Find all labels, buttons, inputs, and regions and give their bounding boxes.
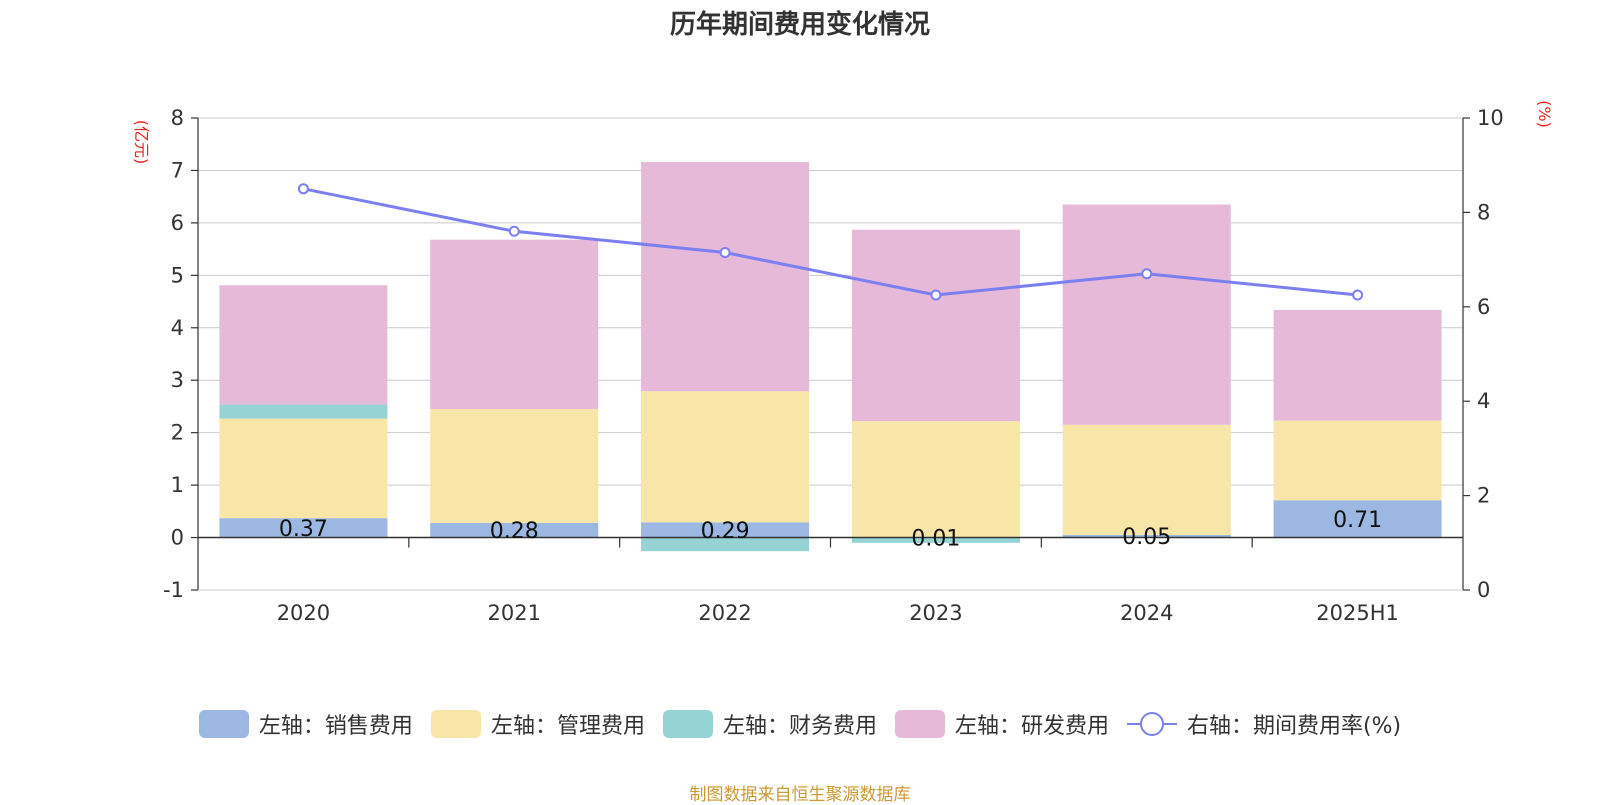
legend-label: 左轴：管理费用	[490, 714, 645, 739]
data-label: 0.71	[1333, 508, 1382, 533]
x-tick-label: 2025H1	[1316, 601, 1399, 625]
rate-line	[297, 183, 1364, 301]
x-tick-label: 2024	[1120, 601, 1173, 625]
left-tick-label: 6	[171, 211, 184, 235]
x-tick-label: 2021	[488, 601, 541, 625]
right-tick-label: 8	[1477, 200, 1490, 224]
grid-lines	[198, 117, 1463, 591]
x-tick-label: 2022	[698, 601, 751, 625]
right-tick-label: 4	[1477, 389, 1490, 413]
legend-item[interactable]: 左轴：管理费用	[430, 708, 645, 740]
right-axis-unit: (%)	[1535, 100, 1554, 128]
legend-label: 左轴：财务费用	[722, 714, 877, 739]
rate-point	[930, 289, 942, 301]
legend-line-marker	[1126, 710, 1177, 738]
bar-segment	[851, 421, 1020, 538]
bar-segment	[430, 522, 599, 538]
right-tick-label: 2	[1477, 484, 1490, 508]
data-label: 0.05	[1122, 525, 1171, 550]
legend-label: 左轴：研发费用	[954, 714, 1109, 739]
x-tick-label: 2020	[277, 601, 330, 625]
legend-swatch	[894, 710, 945, 738]
bars	[219, 162, 1442, 552]
bar-segment	[430, 239, 599, 410]
left-tick-label: 5	[171, 263, 184, 287]
data-label: 0.28	[490, 519, 539, 544]
data-label: 0.29	[701, 519, 750, 544]
legend-swatch	[198, 710, 249, 738]
legend-item[interactable]: 左轴：销售费用	[198, 708, 413, 740]
left-tick-label: 4	[171, 316, 184, 340]
bar-segment	[641, 391, 810, 523]
bar-segment	[219, 418, 388, 519]
bar-segment	[1062, 534, 1231, 538]
right-tick-label: 6	[1477, 295, 1490, 319]
data-labels: 0.37 0.28 0.29 0.01 0.05 0.71	[279, 508, 1382, 551]
rate-point	[508, 225, 520, 237]
left-tick-label: 3	[171, 368, 184, 392]
bar-segment	[851, 229, 1020, 422]
legend-label: 右轴：期间费用率(%)	[1186, 714, 1402, 739]
bar-segment	[1273, 420, 1442, 501]
left-axis-unit: (亿元)	[132, 120, 151, 165]
bar-segment	[219, 285, 388, 405]
chart-title: 历年期间费用变化情况	[669, 10, 930, 40]
bar-segment	[1062, 204, 1231, 425]
bar-segment	[641, 537, 810, 552]
source-note: 制图数据来自恒生聚源数据库	[689, 785, 911, 805]
rate-point	[1141, 268, 1153, 280]
rate-point	[297, 183, 309, 195]
left-tick-label: 1	[171, 473, 184, 497]
rate-line-path	[303, 187, 1358, 297]
right-tick-label: 0	[1477, 578, 1490, 602]
bar-segment	[219, 518, 388, 538]
data-label: 0.37	[279, 517, 328, 542]
legend-label: 左轴：销售费用	[258, 714, 413, 739]
bar-segment	[219, 404, 388, 419]
left-tick-label: 8	[171, 106, 184, 130]
left-tick-label: 0	[171, 526, 184, 550]
bar-segment	[1273, 500, 1442, 538]
bar-segment	[641, 162, 810, 392]
legend-swatch	[430, 710, 481, 738]
legend-item[interactable]: 左轴：研发费用	[894, 708, 1109, 740]
chart-plot: -1 0 1 2 3 4 5 6 7 8 0 2 4 6 8 10 2020 2021 2022 2023 2024 20…	[132, 100, 1554, 625]
right-tick-label: 10	[1477, 106, 1504, 130]
rate-point	[1352, 289, 1364, 301]
legend-swatch	[662, 710, 713, 738]
left-tick-label: 2	[171, 421, 184, 445]
data-label: 0.01	[911, 526, 960, 551]
bar-segment	[1062, 424, 1231, 535]
bar-segment	[641, 522, 810, 538]
bar-segment	[851, 537, 1020, 543]
bar-segment	[430, 409, 599, 523]
legend: 左轴：销售费用 左轴：管理费用 左轴：财务费用 左轴：研发费用 右轴：期间费用率(%)	[0, 708, 1600, 740]
rate-point	[719, 247, 731, 259]
left-tick-label: 7	[171, 158, 184, 182]
x-tick-label: 2023	[909, 601, 962, 625]
legend-item[interactable]: 右轴：期间费用率(%)	[1126, 708, 1402, 740]
legend-item[interactable]: 左轴：财务费用	[662, 708, 877, 740]
left-tick-label: -1	[163, 578, 184, 602]
axes: -1 0 1 2 3 4 5 6 7 8 0 2 4 6 8 10 2020 2021 2022 2023 2024 20…	[132, 100, 1554, 625]
bar-segment	[1273, 309, 1442, 421]
